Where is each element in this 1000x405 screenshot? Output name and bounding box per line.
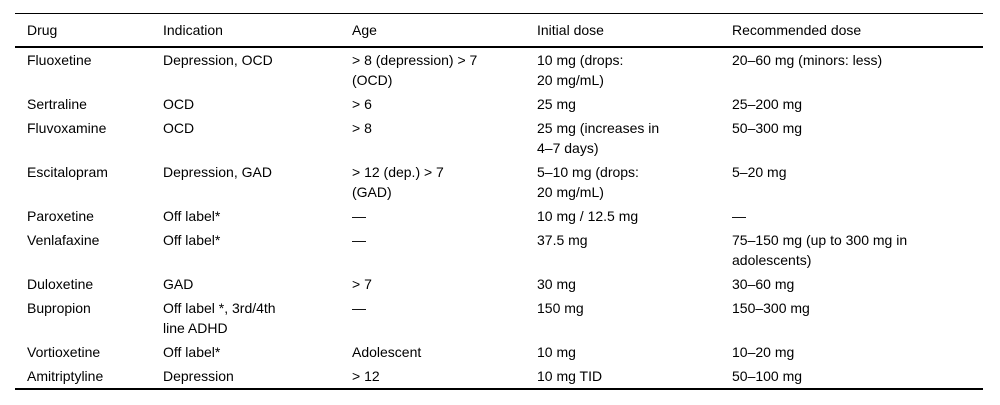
table-row: Fluoxetine Depression, OCD > 8 (depression…: [15, 47, 983, 92]
cell-age: —: [352, 300, 366, 316]
cell-drug: Venlafaxine: [27, 232, 100, 248]
table-row: Paroxetine Off label* — 10 mg / 12.5 mg —: [15, 204, 983, 228]
cell-recommended-dose: 25–200 mg: [732, 96, 803, 112]
column-header-drug: Drug: [15, 13, 163, 48]
cell-indication: Off label*: [163, 344, 221, 360]
cell-drug: Vortioxetine: [27, 344, 101, 360]
table-row: Bupropion Off label *, 3rd/4th line ADHD —…: [15, 296, 983, 340]
table-row: Amitriptyline Depression > 12 10 mg TID 50–1…: [15, 364, 983, 389]
column-header-recommended-dose: Recommended dose: [732, 13, 983, 48]
cell-drug: Fluoxetine: [27, 52, 92, 68]
cell-drug: Amitriptyline: [27, 368, 104, 384]
cell-initial-dose: 10 mg TID: [537, 368, 603, 384]
column-header-age: Age: [352, 13, 537, 48]
cell-initial-dose: 10 mg: [537, 344, 576, 360]
cell-indication: Depression: [163, 368, 234, 384]
header-row: Drug Indication Age Initial dose Recomme…: [15, 13, 983, 48]
cell-age: Adolescent: [352, 344, 422, 360]
cell-recommended-dose: 20–60 mg (minors: less): [732, 52, 883, 68]
cell-initial-dose: 25 mg (increases in 4–7 days): [537, 120, 660, 156]
table-row: Vortioxetine Off label* Adolescent 10 mg 10–…: [15, 340, 983, 364]
cell-indication: GAD: [163, 276, 194, 292]
drug-dosing-table: Drug Indication Age Initial dose Recomme…: [15, 13, 983, 390]
cell-age: > 8: [352, 120, 372, 136]
cell-initial-dose: 10 mg / 12.5 mg: [537, 208, 639, 224]
cell-drug: Sertraline: [27, 96, 87, 112]
cell-indication: Off label*: [163, 232, 221, 248]
table-row: Fluvoxamine OCD > 8 25 mg (increases in 4–7…: [15, 116, 983, 160]
cell-indication: Off label *, 3rd/4th line ADHD: [163, 300, 276, 336]
cell-recommended-dose: 50–300 mg: [732, 120, 803, 136]
cell-recommended-dose: 50–100 mg: [732, 368, 803, 384]
cell-indication: OCD: [163, 96, 195, 112]
cell-age: —: [352, 232, 366, 248]
cell-indication: Depression, OCD: [163, 52, 273, 68]
cell-recommended-dose: 5–20 mg: [732, 164, 787, 180]
cell-age: > 8 (depression) > 7 (OCD): [352, 52, 478, 88]
cell-recommended-dose: 150–300 mg: [732, 300, 810, 316]
table-row: Escitalopram Depression, GAD > 12 (dep.) >…: [15, 160, 983, 204]
cell-age: > 12: [352, 368, 380, 384]
cell-initial-dose: 25 mg: [537, 96, 576, 112]
cell-drug: Duloxetine: [27, 276, 94, 292]
cell-age: > 7: [352, 276, 372, 292]
cell-drug: Escitalopram: [27, 164, 108, 180]
cell-age: —: [352, 208, 366, 224]
cell-age: > 6: [352, 96, 372, 112]
cell-recommended-dose: 75–150 mg (up to 300 mg in adolescents): [732, 232, 908, 268]
cell-recommended-dose: —: [732, 208, 746, 224]
table-row: Sertraline OCD > 6 25 mg 25–200 mg: [15, 92, 983, 116]
column-header-indication: Indication: [163, 13, 352, 48]
cell-initial-dose: 150 mg: [537, 300, 584, 316]
cell-initial-dose: 37.5 mg: [537, 232, 588, 248]
cell-drug: Paroxetine: [27, 208, 94, 224]
table-row: Venlafaxine Off label* — 37.5 mg 75–150 mg (…: [15, 228, 983, 272]
cell-drug: Fluvoxamine: [27, 120, 107, 136]
cell-indication: OCD: [163, 120, 195, 136]
cell-initial-dose: 10 mg (drops: 20 mg/mL): [537, 52, 624, 88]
cell-recommended-dose: 30–60 mg: [732, 276, 795, 292]
cell-indication: Depression, GAD: [163, 164, 272, 180]
cell-indication: Off label*: [163, 208, 221, 224]
cell-initial-dose: 5–10 mg (drops: 20 mg/mL): [537, 164, 639, 200]
cell-drug: Bupropion: [27, 300, 91, 316]
cell-age: > 12 (dep.) > 7 (GAD): [352, 164, 444, 200]
cell-initial-dose: 30 mg: [537, 276, 576, 292]
column-header-initial-dose: Initial dose: [537, 13, 732, 48]
cell-recommended-dose: 10–20 mg: [732, 344, 795, 360]
table-row: Duloxetine GAD > 7 30 mg 30–60 mg: [15, 272, 983, 296]
